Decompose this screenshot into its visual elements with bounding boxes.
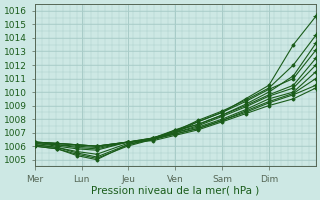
X-axis label: Pression niveau de la mer( hPa ): Pression niveau de la mer( hPa ) [91,186,260,196]
